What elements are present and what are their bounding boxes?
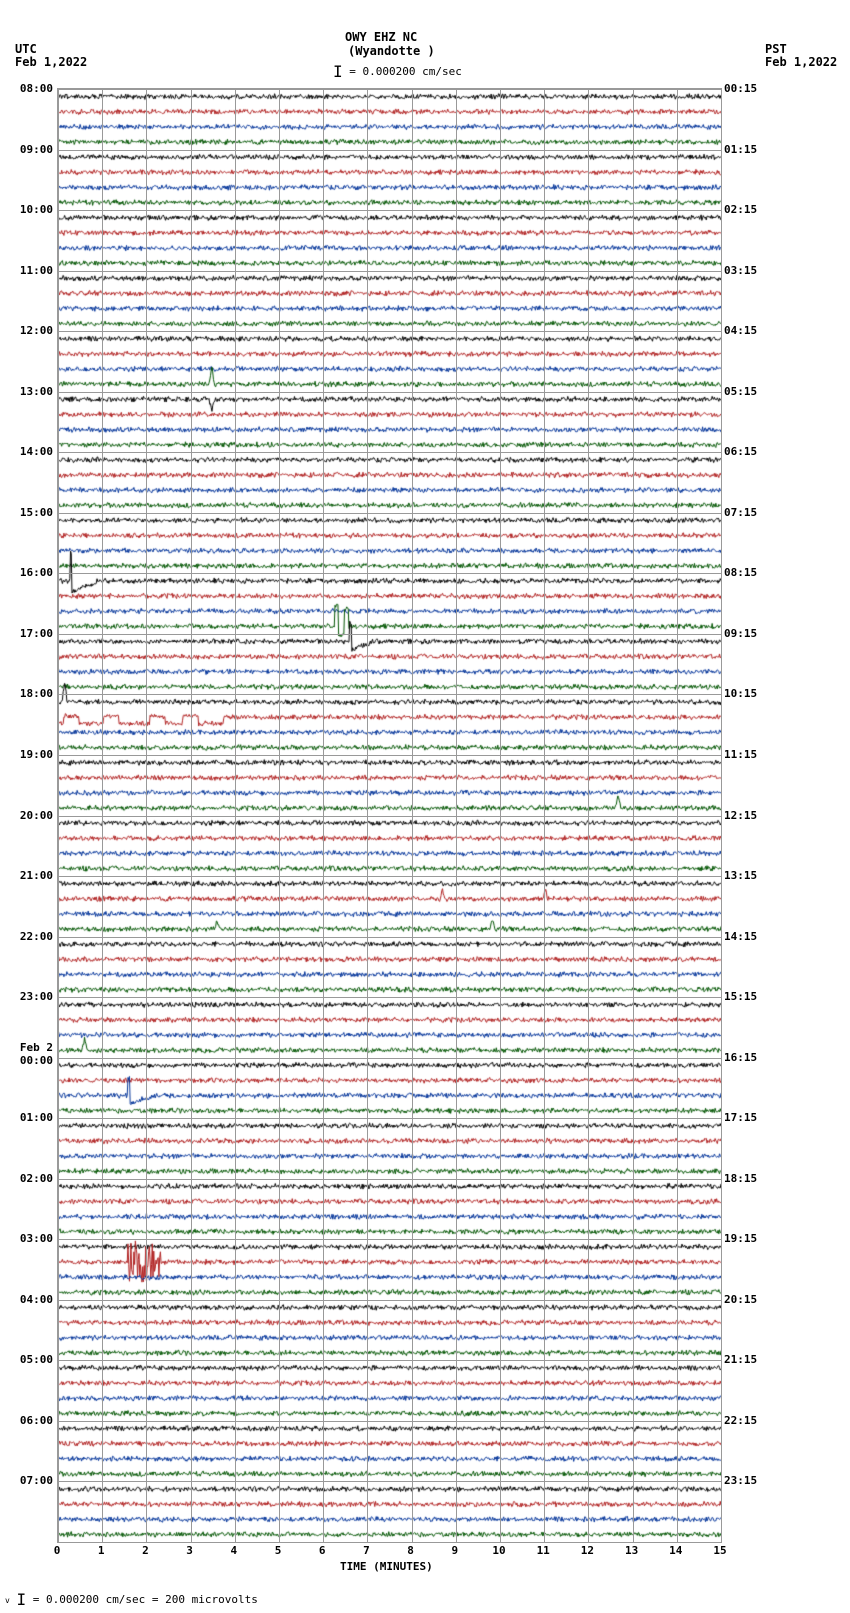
left-label-20-00: 20:00 bbox=[15, 809, 53, 822]
left-label-02-00: 02:00 bbox=[15, 1172, 53, 1185]
left-label-11-00: 11:00 bbox=[15, 264, 53, 277]
right-label-11-15: 11:15 bbox=[724, 748, 757, 761]
left-label-09-00: 09:00 bbox=[15, 143, 53, 156]
left-label-07-00: 07:00 bbox=[15, 1474, 53, 1487]
right-label-01-15: 01:15 bbox=[724, 143, 757, 156]
seismogram-plot bbox=[57, 88, 722, 1543]
right-label-21-15: 21:15 bbox=[724, 1353, 757, 1366]
right-label-08-15: 08:15 bbox=[724, 566, 757, 579]
right-label-07-15: 07:15 bbox=[724, 506, 757, 519]
x-tick-8: 8 bbox=[403, 1544, 419, 1557]
left-label-06-00: 06:00 bbox=[15, 1414, 53, 1427]
station-title: OWY EHZ NC bbox=[345, 30, 417, 44]
left-label-17-00: 17:00 bbox=[15, 627, 53, 640]
right-label-09-15: 09:15 bbox=[724, 627, 757, 640]
x-axis-label: TIME (MINUTES) bbox=[340, 1560, 433, 1573]
left-label-18-00: 18:00 bbox=[15, 687, 53, 700]
right-label-16-15: 16:15 bbox=[724, 1051, 757, 1064]
left-date: Feb 1,2022 bbox=[15, 55, 87, 69]
right-label-17-15: 17:15 bbox=[724, 1111, 757, 1124]
right-label-18-15: 18:15 bbox=[724, 1172, 757, 1185]
right-label-23-15: 23:15 bbox=[724, 1474, 757, 1487]
left-label-12-00: 12:00 bbox=[15, 324, 53, 337]
station-location: (Wyandotte ) bbox=[348, 44, 435, 58]
right-label-14-15: 14:15 bbox=[724, 930, 757, 943]
x-tick-10: 10 bbox=[491, 1544, 507, 1557]
right-date: Feb 1,2022 bbox=[765, 55, 837, 69]
right-label-02-15: 02:15 bbox=[724, 203, 757, 216]
right-label-20-15: 20:15 bbox=[724, 1293, 757, 1306]
footer-scale: v I = 0.000200 cm/sec = 200 microvolts bbox=[5, 1590, 258, 1609]
left-label-10-00: 10:00 bbox=[15, 203, 53, 216]
scale-bar-top: I = 0.000200 cm/sec bbox=[333, 62, 462, 81]
left-label-16-00: 16:00 bbox=[15, 566, 53, 579]
right-label-12-15: 12:15 bbox=[724, 809, 757, 822]
x-tick-14: 14 bbox=[668, 1544, 684, 1557]
left-timezone: UTC bbox=[15, 42, 37, 56]
x-tick-1: 1 bbox=[93, 1544, 109, 1557]
x-tick-4: 4 bbox=[226, 1544, 242, 1557]
right-label-13-15: 13:15 bbox=[724, 869, 757, 882]
right-label-22-15: 22:15 bbox=[724, 1414, 757, 1427]
x-tick-9: 9 bbox=[447, 1544, 463, 1557]
left-label-19-00: 19:00 bbox=[15, 748, 53, 761]
x-tick-13: 13 bbox=[624, 1544, 640, 1557]
right-label-05-15: 05:15 bbox=[724, 385, 757, 398]
left-label-05-00: 05:00 bbox=[15, 1353, 53, 1366]
x-tick-11: 11 bbox=[535, 1544, 551, 1557]
right-label-04-15: 04:15 bbox=[724, 324, 757, 337]
left-label-22-00: 22:00 bbox=[15, 930, 53, 943]
right-label-19-15: 19:15 bbox=[724, 1232, 757, 1245]
left-label-03-00: 03:00 bbox=[15, 1232, 53, 1245]
left-label-01-00: 01:00 bbox=[15, 1111, 53, 1124]
x-tick-0: 0 bbox=[49, 1544, 65, 1557]
left-label-Feb-2-00-00: Feb 200:00 bbox=[15, 1041, 53, 1067]
left-label-14-00: 14:00 bbox=[15, 445, 53, 458]
left-label-13-00: 13:00 bbox=[15, 385, 53, 398]
left-label-15-00: 15:00 bbox=[15, 506, 53, 519]
right-label-06-15: 06:15 bbox=[724, 445, 757, 458]
seismogram-container: OWY EHZ NC (Wyandotte ) I = 0.000200 cm/… bbox=[0, 0, 850, 1613]
right-label-00-15: 00:15 bbox=[724, 82, 757, 95]
x-tick-3: 3 bbox=[182, 1544, 198, 1557]
right-label-10-15: 10:15 bbox=[724, 687, 757, 700]
x-tick-2: 2 bbox=[137, 1544, 153, 1557]
left-label-08-00: 08:00 bbox=[15, 82, 53, 95]
x-tick-7: 7 bbox=[358, 1544, 374, 1557]
left-label-21-00: 21:00 bbox=[15, 869, 53, 882]
x-tick-12: 12 bbox=[579, 1544, 595, 1557]
left-label-23-00: 23:00 bbox=[15, 990, 53, 1003]
left-label-04-00: 04:00 bbox=[15, 1293, 53, 1306]
x-tick-5: 5 bbox=[270, 1544, 286, 1557]
right-label-03-15: 03:15 bbox=[724, 264, 757, 277]
right-label-15-15: 15:15 bbox=[724, 990, 757, 1003]
x-tick-6: 6 bbox=[314, 1544, 330, 1557]
x-tick-15: 15 bbox=[712, 1544, 728, 1557]
right-timezone: PST bbox=[765, 42, 787, 56]
